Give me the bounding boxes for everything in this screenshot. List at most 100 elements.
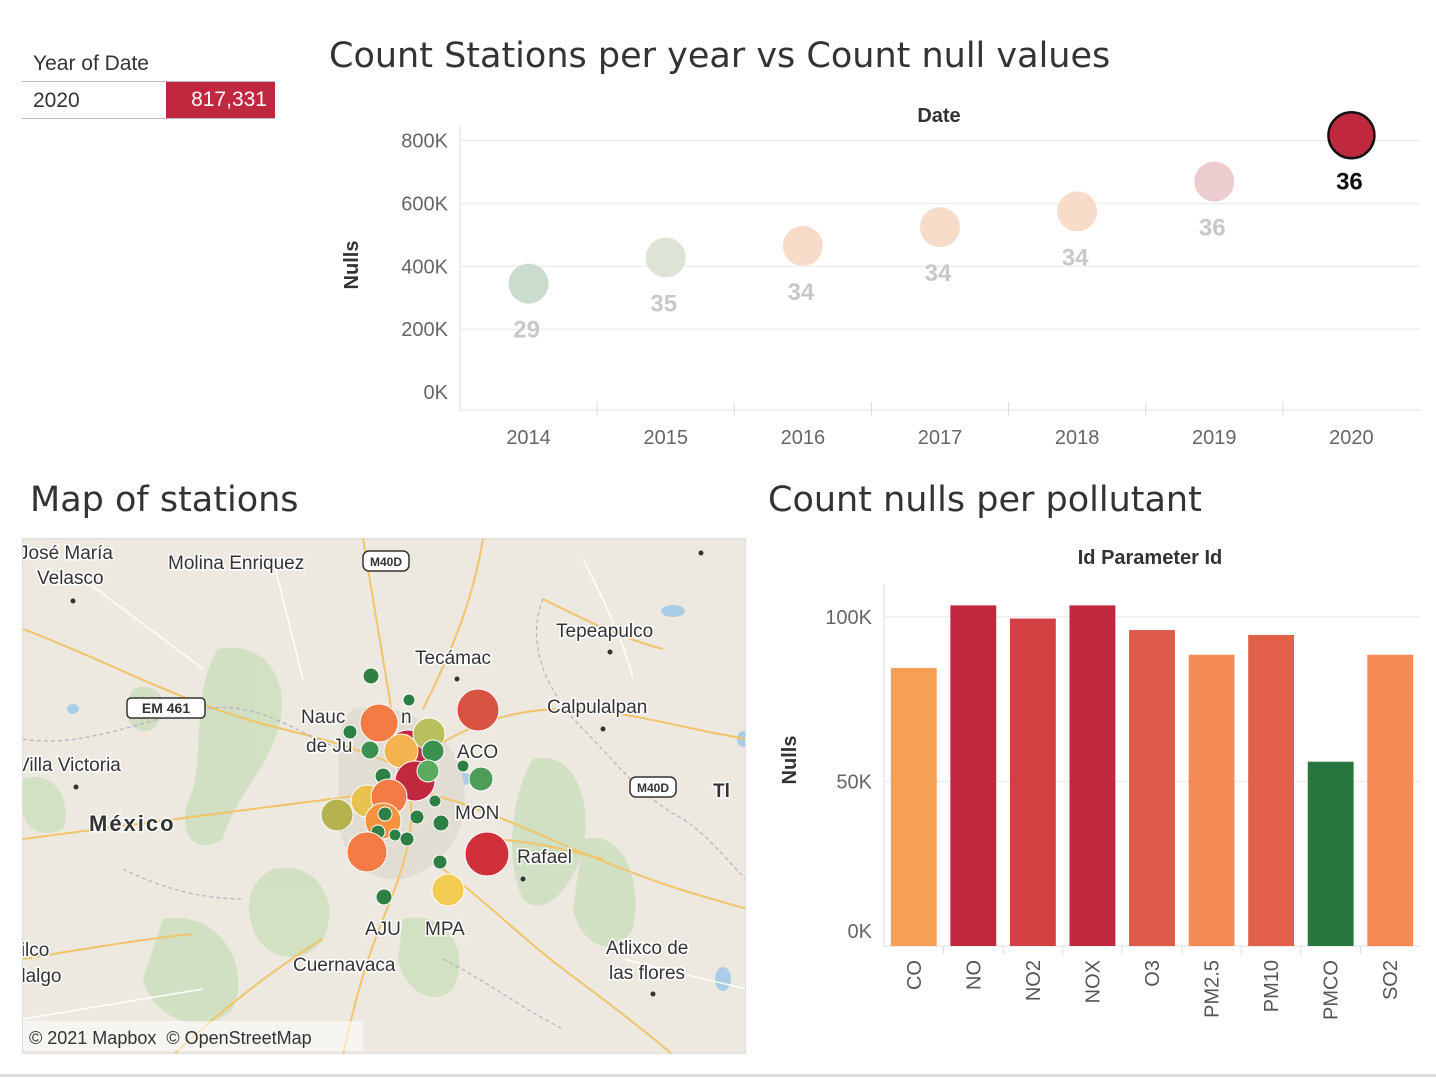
scatter-point-label: 36 xyxy=(1199,215,1226,242)
scatter-point[interactable] xyxy=(782,225,823,266)
bar[interactable] xyxy=(890,667,937,946)
station-marker[interactable] xyxy=(421,739,445,763)
bar-x-tick-label: PM10 xyxy=(1261,960,1283,1012)
place-label: Rafael xyxy=(517,847,572,868)
year-filter[interactable]: 2020 817,331 xyxy=(22,81,275,119)
station-markers[interactable] xyxy=(320,667,510,907)
road-label-m40d-top: M40D xyxy=(370,555,402,569)
station-marker[interactable] xyxy=(377,806,393,822)
scatter-y-tick-label: 200K xyxy=(401,319,448,341)
place-label: MPA xyxy=(425,919,465,940)
scatter-point-label: 29 xyxy=(513,317,540,344)
station-marker[interactable] xyxy=(359,703,399,743)
scatter-point-label: 35 xyxy=(650,291,677,318)
scatter-x-tick-label: 2014 xyxy=(506,427,551,449)
bar-y-tick-label: 100K xyxy=(825,607,872,629)
place-label: Atlixco de xyxy=(606,938,688,959)
scatter-point-label: 36 xyxy=(1336,168,1363,195)
station-marker[interactable] xyxy=(360,740,380,760)
bar[interactable] xyxy=(1307,761,1354,946)
station-marker[interactable] xyxy=(342,724,358,740)
station-marker[interactable] xyxy=(428,794,442,808)
station-marker[interactable] xyxy=(320,798,354,832)
bar-y-tick-label: 0K xyxy=(848,921,873,943)
place-label: México xyxy=(89,811,176,836)
bar[interactable] xyxy=(950,605,997,946)
place-label: Cuernavaca xyxy=(293,955,396,976)
terrain xyxy=(23,647,636,1024)
place-label: Milco xyxy=(23,940,49,961)
scatter-point[interactable] xyxy=(1194,161,1235,202)
place-label: Nauc xyxy=(301,707,345,728)
station-marker[interactable] xyxy=(362,667,380,685)
bar[interactable] xyxy=(1069,605,1116,946)
station-marker[interactable] xyxy=(375,888,393,906)
bar-x-axis-title: Id Parameter Id xyxy=(1078,547,1223,569)
place-label: Tepeapulco xyxy=(556,621,653,642)
scatter-y-tick-label: 400K xyxy=(401,256,448,278)
bottom-divider xyxy=(0,1074,1436,1077)
scatter-point[interactable] xyxy=(1327,111,1376,160)
station-marker[interactable] xyxy=(432,814,450,832)
bar[interactable] xyxy=(1248,635,1295,946)
place-labels: José María Velasco Molina Enriquez Tepea… xyxy=(23,542,731,989)
station-marker[interactable] xyxy=(416,759,440,783)
scatter-point-label: 34 xyxy=(1062,244,1089,271)
filter-year: 2020 xyxy=(33,89,80,112)
station-marker[interactable] xyxy=(399,831,415,847)
place-label: Villa Victoria xyxy=(23,755,121,776)
bar-x-tick-label: SO2 xyxy=(1380,960,1402,1000)
place-label: Molina Enriquez xyxy=(168,553,304,574)
place-label: José María xyxy=(23,543,113,564)
station-marker[interactable] xyxy=(431,873,465,907)
station-marker[interactable] xyxy=(432,854,448,870)
bar-x-tick-label: O3 xyxy=(1142,960,1164,987)
bar[interactable] xyxy=(1367,654,1414,946)
scatter-x-tick-label: 2019 xyxy=(1192,427,1237,449)
map-attribution[interactable]: © 2021 Mapbox © OpenStreetMap xyxy=(29,1028,312,1048)
town-dots xyxy=(70,550,704,997)
place-label: AJU xyxy=(365,919,401,940)
scatter-x-tick-label: 2017 xyxy=(918,427,963,449)
scatter-y-tick-label: 600K xyxy=(401,194,448,216)
station-marker[interactable] xyxy=(464,831,510,877)
scatter-x-tick-label: 2018 xyxy=(1055,427,1100,449)
scatter-point[interactable] xyxy=(508,263,549,304)
station-marker[interactable] xyxy=(402,693,416,707)
bar-y-tick-label: 50K xyxy=(836,771,872,793)
place-label: n xyxy=(401,707,412,728)
road-shield-m40d-top: M40D xyxy=(362,550,410,572)
bar-x-tick-label: CO xyxy=(904,960,926,990)
scatter-point[interactable] xyxy=(645,237,686,278)
place-label: las flores xyxy=(609,963,685,984)
scatter-y-tick-label: 0K xyxy=(424,382,449,404)
road-label-em461: EM 461 xyxy=(142,700,190,716)
place-label: Tecámac xyxy=(415,648,491,669)
map-canvas[interactable]: EM 461 M40D M40D José María Velasco Moli… xyxy=(23,539,746,1054)
station-marker[interactable] xyxy=(388,828,402,842)
station-marker[interactable] xyxy=(346,831,388,873)
place-label: MON xyxy=(455,803,499,824)
station-marker[interactable] xyxy=(456,759,470,773)
road-shield-m40d-right: M40D xyxy=(629,776,677,798)
bar[interactable] xyxy=(1129,630,1175,946)
bar[interactable] xyxy=(1188,654,1235,946)
scatter-title: Count Stations per year vs Count null va… xyxy=(329,36,1111,76)
bar-x-tick-label: NOX xyxy=(1082,960,1104,1003)
scatter-point[interactable] xyxy=(1057,191,1098,232)
scatter-x-tick-label: 2015 xyxy=(643,427,688,449)
scatter-y-tick-label: 800K xyxy=(401,131,448,153)
bar-y-axis-title: Nulls xyxy=(779,736,801,785)
place-label: de Ju xyxy=(306,736,352,757)
station-map[interactable]: EM 461 M40D M40D José María Velasco Moli… xyxy=(22,538,746,1054)
bar[interactable] xyxy=(1009,618,1056,946)
station-marker[interactable] xyxy=(409,809,425,825)
scatter-x-axis-title: Date xyxy=(917,105,960,127)
station-marker[interactable] xyxy=(456,688,500,732)
scatter-point-label: 34 xyxy=(788,279,815,306)
scatter-x-tick-label: 2020 xyxy=(1329,427,1374,449)
road-shield-em461: EM 461 xyxy=(126,697,206,719)
bar-title: Count nulls per pollutant xyxy=(768,480,1202,520)
station-marker[interactable] xyxy=(468,766,494,792)
scatter-point[interactable] xyxy=(920,207,960,248)
